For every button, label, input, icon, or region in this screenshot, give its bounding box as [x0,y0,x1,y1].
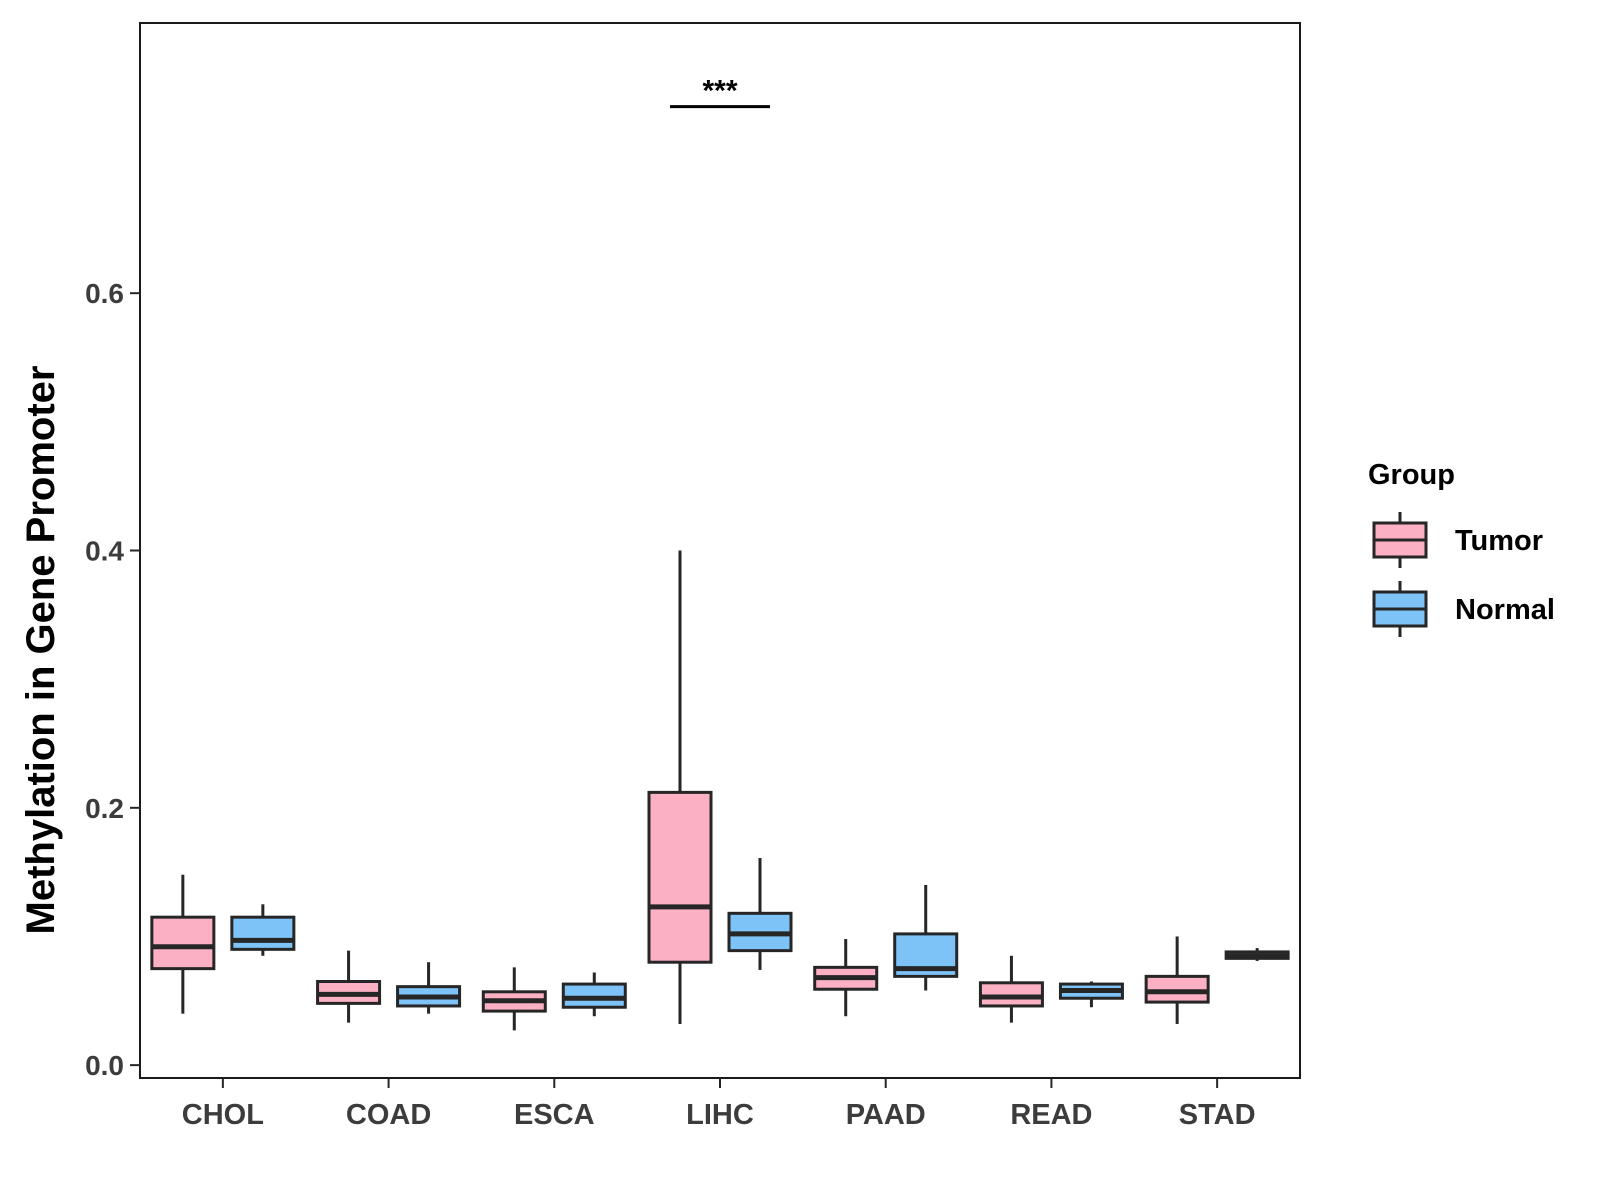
box-tumor-paad [813,939,879,1017]
box-body [230,915,296,951]
x-tick-label: READ [1010,1099,1092,1131]
plot-panel-border [139,22,1301,1079]
box-tumor-read [978,955,1044,1023]
y-tick-label: 0.0 [85,1050,124,1081]
legend-key-tumor [1372,512,1428,568]
box-normal-read [1058,981,1124,1008]
x-tick-label: COAD [346,1099,431,1131]
annotations-layer: *** [670,75,770,109]
y-tick-label: 0.6 [85,278,124,309]
box-normal-lihc [727,857,793,970]
legend-label-tumor: Tumor [1455,525,1543,557]
y-tick-label: 0.4 [85,536,124,567]
legend-label-normal: Normal [1455,594,1555,626]
y-axis-label: Methylation in Gene Promoter [19,366,63,935]
x-tick-label: STAD [1179,1099,1256,1131]
significance-label: *** [702,75,737,108]
box-tumor-chol [150,874,216,1014]
box-normal-chol [230,904,296,956]
legend-key-normal [1372,581,1428,637]
box-normal-esca [561,972,627,1017]
legend: Group Tumor Normal [1368,459,1555,637]
box-body [1144,974,1210,1004]
box-body [647,790,713,964]
box-normal-paad [893,885,959,991]
boxes-layer [150,550,1290,1031]
x-tick-label: CHOL [182,1099,264,1131]
box-body [978,981,1044,1008]
box-normal-stad [1224,948,1290,961]
x-tick-label: PAAD [846,1099,926,1131]
x-tick-label: ESCA [514,1099,595,1131]
legend-title: Group [1368,459,1455,491]
box-normal-coad [396,962,462,1014]
box-tumor-lihc [647,550,713,1024]
y-axis: 0.0 0.2 0.4 0.6 [85,278,140,1081]
y-tick-label: 0.2 [85,793,124,824]
box-body [561,982,627,1009]
x-tick-label: LIHC [686,1099,754,1131]
box-body [150,915,216,971]
x-axis: CHOL COAD ESCA LIHC PAAD READ STAD [182,1078,1256,1131]
box-tumor-coad [316,950,382,1023]
box-tumor-stad [1144,936,1210,1024]
box-tumor-esca [481,967,547,1031]
